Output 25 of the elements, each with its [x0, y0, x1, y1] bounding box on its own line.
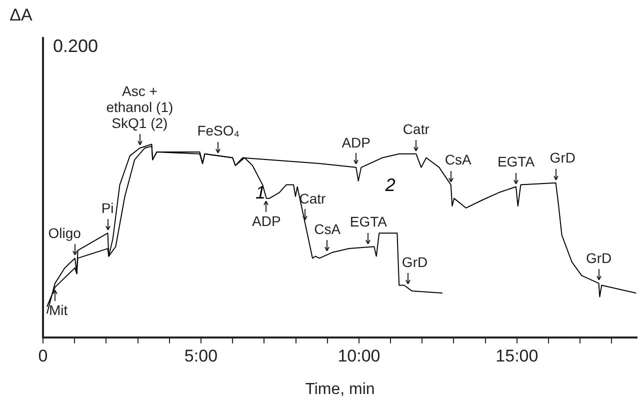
annotation: CsA [444, 152, 472, 168]
annotation: Mit [49, 302, 68, 318]
x-tick-label: 15:00 [496, 346, 538, 366]
annotation: Pi [101, 200, 114, 216]
annotation: GrD [402, 254, 428, 270]
annotation: Catr [299, 190, 326, 206]
x-tick-label: 5:00 [184, 346, 218, 366]
annotation: EGTA [350, 213, 388, 230]
x-tick-label: 0 [38, 346, 48, 366]
annotation: FeSO₄ [197, 122, 240, 139]
x-tick-label: 10:00 [338, 346, 380, 366]
series-label: 2 [384, 174, 396, 195]
text: 0.200 [53, 36, 98, 56]
series-label: 1 [255, 182, 266, 202]
annotation: GrD [586, 250, 612, 266]
annotation: Asc + ethanol (1) SkQ1 (2) [106, 82, 174, 131]
x-axis-title: Time, min [305, 380, 375, 398]
annotation: CsA [314, 221, 342, 238]
annotation: EGTA [497, 154, 536, 170]
annotation: ADP [342, 134, 371, 150]
annotation: GrD [550, 150, 576, 166]
annotation: Catr [402, 120, 430, 137]
annotation: ADP [252, 213, 281, 230]
text: ΔA [10, 6, 34, 25]
annotation: Oligo [48, 225, 82, 242]
